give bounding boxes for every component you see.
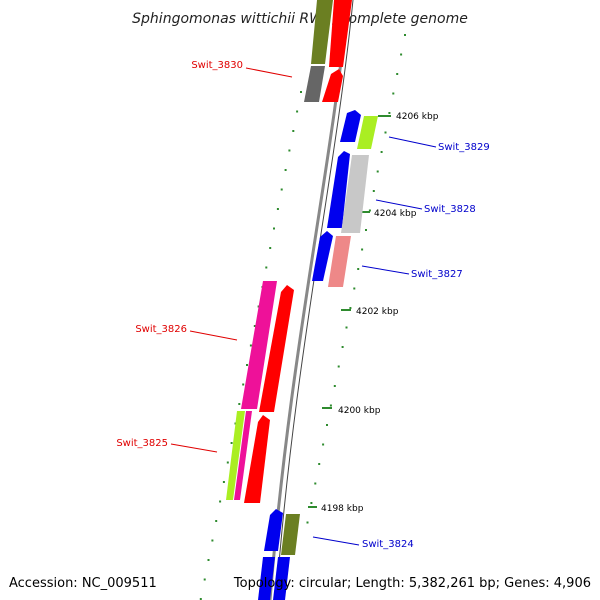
gene-swit-3826-region[interactable] [241, 281, 294, 412]
gene-label-swit-3824[interactable]: Swit_3824 [362, 539, 414, 550]
leader-swit-3830 [245, 67, 293, 78]
kbp-label-4202: 4202 kbp [356, 307, 399, 317]
gene-label-swit-3825[interactable]: Swit_3825 [116, 438, 168, 449]
gene-swit-3830-region[interactable] [304, 0, 352, 102]
kbp-label-4204: 4204 kbp [374, 209, 417, 219]
kbp-label-4206: 4206 kbp [396, 112, 439, 122]
gene-label-swit-3827[interactable]: Swit_3827 [411, 269, 463, 280]
leader-swit-3826 [189, 330, 238, 341]
gene-swit-3827-region[interactable] [312, 231, 351, 287]
scale-ticks-right [306, 34, 406, 524]
map-title: Sphingomonas wittichii RW1, complete gen… [132, 11, 468, 27]
leader-swit-3827 [361, 265, 410, 275]
leader-swit-3829 [388, 136, 437, 148]
kbp-labels: 4206 kbp 4204 kbp 4202 kbp 4200 kbp 4198… [308, 112, 439, 514]
gene-swit-3829-region[interactable] [340, 110, 378, 149]
gene-label-swit-3829[interactable]: Swit_3829 [438, 142, 490, 153]
leader-swit-3828 [375, 199, 423, 210]
gene-label-swit-3828[interactable]: Swit_3828 [424, 204, 476, 215]
gene-labels: Swit_3830 Swit_3829 Swit_3828 Swit_3827 … [116, 60, 489, 550]
leader-swit-3825 [170, 443, 218, 453]
gene-swit-3828-region[interactable] [327, 151, 369, 233]
gene-label-swit-3826[interactable]: Swit_3826 [135, 324, 187, 335]
leader-swit-3824 [312, 536, 360, 546]
gene-label-swit-3830[interactable]: Swit_3830 [191, 60, 243, 71]
gene-swit-3824-region[interactable] [258, 509, 300, 600]
gene-swit-3825-region[interactable] [226, 411, 270, 503]
genome-summary-text: Topology: circular; Length: 5,382,261 bp… [233, 576, 591, 591]
kbp-label-4200: 4200 kbp [338, 406, 381, 416]
kbp-label-4198: 4198 kbp [321, 504, 364, 514]
accession-text: Accession: NC_009511 [9, 576, 157, 591]
